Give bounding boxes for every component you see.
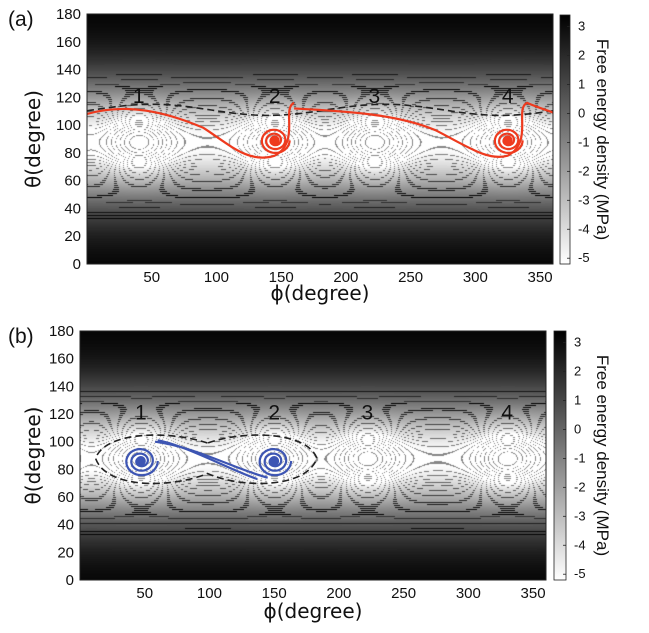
well-label: 3 <box>369 85 381 108</box>
y-axis-label: θ(degree) <box>21 407 45 505</box>
y-tick-label: 60 <box>64 173 81 190</box>
trajectory <box>86 101 554 159</box>
trajectory-endpoint <box>135 456 146 467</box>
x-tick-label: 50 <box>143 269 160 286</box>
y-tick-label: 40 <box>64 200 81 217</box>
x-tick-label: 100 <box>204 269 229 286</box>
trajectory-endpoint <box>269 135 280 146</box>
colorbar-tick-label: 1 <box>578 76 585 91</box>
x-axis-label: ϕ(degree) <box>271 281 370 305</box>
well-label: 2 <box>269 85 281 108</box>
trajectory-path <box>294 101 554 158</box>
y-tick-label: 120 <box>56 89 81 106</box>
x-tick-label: 150 <box>262 585 287 602</box>
x-tick-label: 350 <box>528 269 553 286</box>
y-tick-label: 40 <box>57 517 74 534</box>
y-tick-label: 60 <box>57 489 74 506</box>
x-tick-label: 300 <box>463 269 488 286</box>
well-label: 1 <box>133 85 145 108</box>
well-label: 4 <box>501 402 513 425</box>
x-tick-label: 350 <box>521 585 546 602</box>
trajectory-endpoint <box>269 456 280 467</box>
x-tick-label: 100 <box>197 585 222 602</box>
energy-heatmap <box>80 331 546 580</box>
y-tick-label: 20 <box>64 228 81 245</box>
y-tick-label: 120 <box>49 406 74 423</box>
colorbar-tick-label: -2 <box>574 479 586 494</box>
colorbar-tick-label: -4 <box>574 537 586 552</box>
y-tick-label: 180 <box>56 6 81 23</box>
energy-heatmap <box>87 14 553 264</box>
colorbar-tick-label: 2 <box>578 48 585 63</box>
panel-b: 1 2 3 450 100 150 200 250 300 3500204060801001201… <box>8 323 612 623</box>
colorbar <box>553 330 567 581</box>
y-tick-label: 0 <box>66 572 74 589</box>
panel-a: 1 2 3 450 100 150 200 250 300 3500204060801001201… <box>8 6 612 305</box>
y-tick-label: 140 <box>49 378 74 395</box>
colorbar-tick-label: 2 <box>574 364 581 379</box>
colorbar <box>559 14 571 265</box>
y-tick-label: 80 <box>64 145 81 162</box>
trajectory-endpoint <box>502 135 513 146</box>
y-tick-label: 180 <box>49 323 74 340</box>
y-tick-label: 160 <box>49 351 74 368</box>
colorbar-tick-label: -3 <box>574 508 586 523</box>
y-axis-label: θ(degree) <box>21 90 45 188</box>
x-tick-label: 250 <box>391 585 416 602</box>
colorbar-tick-label: 0 <box>574 421 581 436</box>
plot-frame <box>86 13 554 265</box>
well-label: 3 <box>362 402 374 425</box>
x-tick-label: 300 <box>456 585 481 602</box>
x-tick-label: 200 <box>326 585 351 602</box>
y-tick-label: 0 <box>73 256 81 273</box>
well-label: 4 <box>502 85 514 108</box>
x-axis-label: ϕ(degree) <box>264 599 363 623</box>
colorbar-tick-label: 3 <box>578 19 585 34</box>
colorbar-tick-label: -5 <box>578 250 590 265</box>
colorbar-tick-label: -1 <box>574 450 586 465</box>
x-tick-label: 200 <box>333 269 358 286</box>
well-label: 2 <box>268 402 280 425</box>
well-label: 1 <box>135 402 147 425</box>
y-tick-label: 100 <box>49 434 74 451</box>
trajectory-path <box>86 101 295 159</box>
y-tick-label: 140 <box>56 62 81 79</box>
y-tick-label: 20 <box>57 544 74 561</box>
trajectory <box>125 439 293 481</box>
panel-label: (b) <box>8 325 34 348</box>
x-tick-label: 150 <box>269 269 294 286</box>
colorbar-label: Free energy density (MPa) <box>593 39 612 240</box>
y-tick-label: 160 <box>56 34 81 51</box>
colorbar-tick-label: 3 <box>574 335 581 350</box>
colorbar-tick-label: 0 <box>578 105 585 120</box>
plot-frame <box>79 330 547 581</box>
y-tick-label: 80 <box>57 461 74 478</box>
colorbar-tick-label: -4 <box>578 221 590 236</box>
colorbar-tick-label: -2 <box>578 163 590 178</box>
colorbar-tick-label: -3 <box>578 192 590 207</box>
colorbar-tick-label: -1 <box>578 134 590 149</box>
x-tick-label: 250 <box>398 269 423 286</box>
panel-label: (a) <box>8 8 34 31</box>
colorbar-tick-label: -5 <box>574 566 586 581</box>
separatrix <box>94 434 318 485</box>
y-tick-label: 100 <box>56 117 81 134</box>
colorbar-tick-label: 1 <box>574 392 581 407</box>
x-tick-label: 50 <box>136 585 153 602</box>
trajectory-path <box>157 439 258 481</box>
colorbar-label: Free energy density (MPa) <box>593 355 612 556</box>
